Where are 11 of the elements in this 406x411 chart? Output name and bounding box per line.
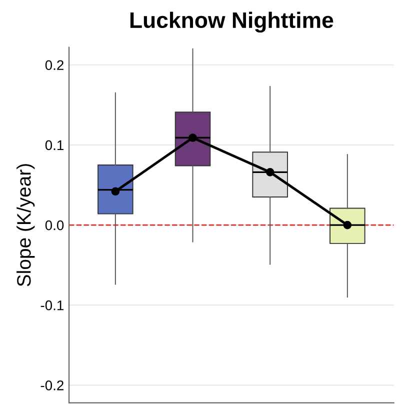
y-tick-label: 0.2 (45, 60, 64, 70)
chart-title: Lucknow Nighttime (130, 12, 334, 33)
y-tick-label: 0.1 (45, 140, 64, 150)
point (188, 134, 197, 142)
point (343, 220, 352, 230)
point (266, 168, 274, 176)
y-tick-label: 0.0 (45, 220, 64, 230)
y-axis-title: Slope (K/year) (16, 164, 35, 286)
y-tick-label: -0.2 (40, 380, 64, 390)
y-tick-label: -0.1 (40, 300, 64, 310)
point (111, 187, 120, 196)
